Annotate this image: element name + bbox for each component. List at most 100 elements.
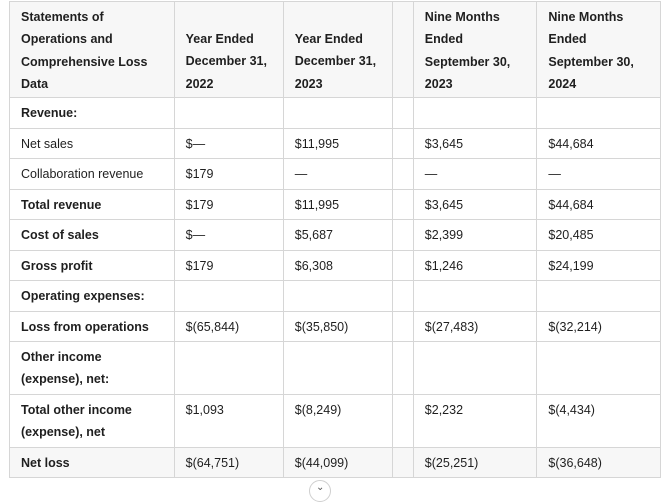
cell-spacer (391, 189, 414, 220)
row-label: Total revenue (9, 189, 175, 220)
cell-2022: $1,093 (173, 394, 284, 448)
cell-spacer (391, 219, 414, 251)
header-cell-statement: Statements of Operations and Comprehensi… (9, 1, 175, 98)
header-line: Year Ended (185, 32, 254, 46)
header-line: Statements of (21, 10, 104, 24)
cell-2023: $11,995 (282, 189, 393, 220)
cell-9m-2023: — (412, 158, 538, 190)
table-row: Net loss $(64,751) $(44,099) $(25,251) $… (9, 447, 661, 478)
cell-9m-2024: — (536, 158, 661, 190)
header-line: 2024 (548, 76, 577, 91)
header-line: Year Ended (294, 32, 363, 46)
cell-9m-2024: $(32,214) (536, 311, 661, 342)
cell-2023 (282, 341, 393, 395)
cell-spacer (391, 447, 414, 478)
header-cell-9m-2024: Nine Months Ended September 30, 2024 (536, 1, 661, 98)
cell-spacer (391, 280, 414, 312)
cell-2023: $5,687 (282, 219, 393, 251)
header-cell-spacer (391, 1, 414, 98)
row-label: Other income (expense), net: (9, 341, 175, 395)
cell-2023: $(44,099) (282, 447, 393, 478)
row-label: Collaboration revenue (9, 158, 175, 190)
cell-9m-2023: $3,645 (412, 189, 538, 220)
cell-9m-2024: $(36,648) (536, 447, 661, 478)
cell-2023 (282, 280, 393, 312)
cell-spacer (391, 128, 414, 159)
cell-9m-2023: $(25,251) (412, 447, 538, 478)
chevron-down-icon: ⌄ (316, 482, 325, 493)
cell-2023: $(8,249) (282, 394, 393, 448)
cell-spacer (391, 97, 414, 129)
row-label: Net sales (9, 128, 175, 159)
cell-9m-2024: $24,199 (536, 250, 661, 281)
cell-9m-2023 (412, 280, 538, 312)
cell-9m-2024 (536, 280, 661, 312)
cell-spacer (391, 394, 414, 448)
row-label-line: Other income (21, 349, 102, 364)
cell-9m-2024: $44,684 (536, 189, 661, 220)
cell-2022: $179 (173, 189, 284, 220)
cell-2022: $179 (173, 158, 284, 190)
cell-2022 (173, 97, 284, 129)
cell-2022: $179 (173, 250, 284, 281)
header-line: Ended (424, 32, 463, 47)
cell-2022 (173, 280, 284, 312)
cell-2023: — (282, 158, 393, 190)
cell-9m-2024: $44,684 (536, 128, 661, 159)
cell-9m-2023 (412, 97, 538, 129)
table-row: Cost of sales $— $5,687 $2,399 $20,485 (9, 219, 661, 251)
cell-9m-2024 (536, 97, 661, 129)
table-row: Gross profit $179 $6,308 $1,246 $24,199 (9, 250, 661, 281)
row-label: Total other income (expense), net (9, 394, 175, 448)
row-label: Gross profit (9, 250, 175, 281)
cell-spacer (391, 250, 414, 281)
table-row: Loss from operations $(65,844) $(35,850)… (9, 311, 661, 342)
header-line: Comprehensive Loss (21, 54, 148, 69)
cell-spacer (391, 158, 414, 190)
cell-9m-2023: $(27,483) (412, 311, 538, 342)
header-line: December 31, (294, 54, 377, 69)
cell-9m-2023: $2,399 (412, 219, 538, 251)
cell-spacer (391, 341, 414, 395)
cell-2022: $— (173, 219, 284, 251)
cell-9m-2023: $1,246 (412, 250, 538, 281)
row-label: Cost of sales (9, 219, 175, 251)
table-row: Total other income (expense), net $1,093… (9, 394, 661, 448)
header-line: September 30, (424, 54, 511, 69)
cell-9m-2023: $3,645 (412, 128, 538, 159)
cell-9m-2023 (412, 341, 538, 395)
cell-2023: $6,308 (282, 250, 393, 281)
header-line: December 31, (185, 54, 267, 69)
cell-spacer (391, 311, 414, 342)
cell-2022 (173, 341, 284, 395)
row-label: Net loss (9, 447, 175, 478)
header-line: 2023 (424, 76, 453, 91)
header-line: Nine Months (548, 10, 624, 24)
cell-9m-2024: $(4,434) (536, 394, 661, 448)
table-row: Operating expenses: (9, 280, 661, 312)
cell-2023: $(35,850) (282, 311, 393, 342)
cell-2022: $(65,844) (173, 311, 284, 342)
row-label-line: Total other income (21, 402, 132, 417)
header-row: Statements of Operations and Comprehensi… (9, 1, 661, 98)
table-row: Other income (expense), net: (9, 341, 661, 395)
header-line: September 30, (548, 54, 634, 69)
header-line: 2023 (294, 76, 323, 91)
row-label-line: (expense), net (21, 425, 106, 439)
scroll-down-button[interactable]: ⌄ (309, 480, 331, 502)
header-cell-9m-2023: Nine Months Ended September 30, 2023 (412, 1, 538, 98)
cell-9m-2024: $20,485 (536, 219, 661, 251)
financial-table: Statements of Operations and Comprehensi… (9, 1, 661, 478)
table-row: Revenue: (9, 97, 661, 129)
header-line: Nine Months (424, 10, 500, 24)
table-row: Total revenue $179 $11,995 $3,645 $44,68… (9, 189, 661, 220)
row-label: Revenue: (9, 97, 175, 129)
cell-2023 (282, 97, 393, 129)
cell-2023: $11,995 (282, 128, 393, 159)
header-line: 2022 (185, 76, 214, 91)
cell-2022: $(64,751) (173, 447, 284, 478)
header-cell-2023: Year Ended December 31, 2023 (282, 1, 393, 98)
row-label: Loss from operations (9, 311, 175, 342)
table-row: Net sales $— $11,995 $3,645 $44,684 (9, 128, 661, 159)
cell-9m-2023: $2,232 (412, 394, 538, 448)
